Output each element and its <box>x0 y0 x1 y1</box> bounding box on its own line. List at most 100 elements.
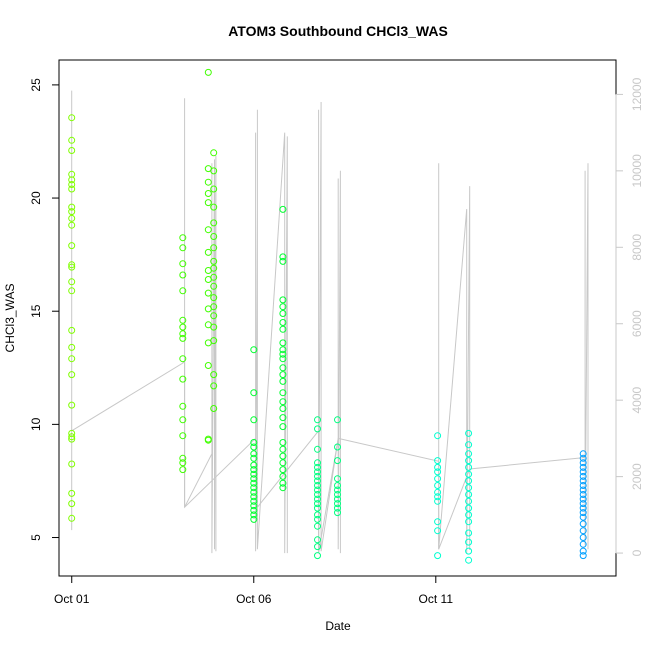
secondary-trace-4 <box>438 163 471 554</box>
data-point <box>68 176 76 184</box>
data-point <box>579 534 587 541</box>
data-point <box>250 416 258 424</box>
data-point <box>210 382 218 390</box>
data-point <box>179 323 187 331</box>
data-point <box>179 454 187 462</box>
data-point <box>204 289 212 297</box>
data-point <box>579 454 587 462</box>
data-point <box>279 484 287 492</box>
data-point <box>465 484 473 492</box>
data-point <box>210 405 218 412</box>
data-point <box>279 355 287 363</box>
data-point <box>434 432 442 440</box>
plot-frame <box>58 59 617 577</box>
data-point <box>434 463 442 471</box>
data-point <box>465 518 473 526</box>
data-point <box>68 278 76 286</box>
data-point <box>68 433 76 441</box>
data-point <box>579 486 587 494</box>
data-point <box>279 325 287 333</box>
y2-tick-label: 0 <box>630 549 644 556</box>
data-point <box>465 529 473 537</box>
data-point <box>68 401 76 409</box>
y-tick-label: 25 <box>29 78 43 92</box>
data-point <box>579 552 587 560</box>
x-axis: Oct 01 Oct 06 Oct 11 <box>54 576 453 606</box>
data-point <box>279 339 287 347</box>
y-axis: 5 10 15 20 25 <box>29 78 59 541</box>
secondary-series <box>71 90 589 554</box>
data-point <box>179 234 187 242</box>
y2-tick-label: 6000 <box>630 310 644 337</box>
chart-title: ATOM3 Southbound CHCl3_WAS <box>228 23 448 39</box>
data-point <box>465 511 473 519</box>
x-tick-label: Oct 11 <box>419 592 454 606</box>
data-point <box>279 414 287 422</box>
data-point <box>579 500 587 508</box>
data-point <box>314 495 321 503</box>
data-point <box>68 371 76 379</box>
data-point <box>68 221 76 229</box>
data-point <box>314 536 321 544</box>
data-point <box>250 454 258 462</box>
data-point <box>68 263 76 271</box>
data-point <box>250 488 258 496</box>
data-point <box>204 178 212 186</box>
data-point <box>250 461 258 469</box>
data-point <box>210 203 218 211</box>
data-point <box>250 470 258 478</box>
data-point <box>334 486 341 494</box>
data-point <box>210 219 218 227</box>
data-point <box>279 350 287 358</box>
data-point <box>579 472 587 480</box>
data-point <box>465 450 473 458</box>
data-point <box>334 495 341 503</box>
data-point <box>314 543 321 551</box>
data-point <box>210 149 218 157</box>
data-point <box>250 475 258 483</box>
data-point <box>314 504 321 512</box>
data-point <box>314 486 321 494</box>
data-point <box>179 402 187 410</box>
data-point <box>68 500 76 508</box>
data-point <box>279 439 287 446</box>
data-point <box>279 377 287 385</box>
data-point <box>465 477 473 485</box>
data-point <box>279 398 287 406</box>
data-point <box>579 463 587 471</box>
data-point <box>204 362 212 369</box>
data-point <box>204 190 212 197</box>
data-point <box>210 282 218 290</box>
data-point <box>250 497 258 505</box>
data-point <box>179 432 187 440</box>
y-axis-label: CHCl3_WAS <box>3 284 17 353</box>
data-point <box>210 167 218 175</box>
y-tick-label: 15 <box>29 304 43 318</box>
y2-tick-label: 12000 <box>630 77 644 111</box>
y-tick-label: 5 <box>29 534 43 541</box>
data-point <box>179 330 187 338</box>
data-point <box>204 436 212 444</box>
data-point <box>250 346 258 354</box>
data-point <box>314 477 321 485</box>
data-point <box>179 334 187 342</box>
data-point <box>579 468 587 476</box>
data-point <box>334 500 341 508</box>
data-point <box>314 500 321 508</box>
data-point <box>250 484 258 492</box>
data-point <box>250 502 258 510</box>
data-point <box>68 181 76 188</box>
data-point <box>434 552 442 560</box>
data-point <box>579 527 587 535</box>
secondary-trace-2 <box>255 109 288 554</box>
data-point <box>314 459 321 467</box>
y2-tick-label: 4000 <box>630 387 644 414</box>
data-point <box>179 287 187 295</box>
data-point <box>210 337 218 345</box>
data-point <box>334 491 341 498</box>
data-point <box>279 472 287 480</box>
data-point <box>465 538 473 546</box>
data-point <box>210 294 218 302</box>
data-point <box>579 509 587 517</box>
